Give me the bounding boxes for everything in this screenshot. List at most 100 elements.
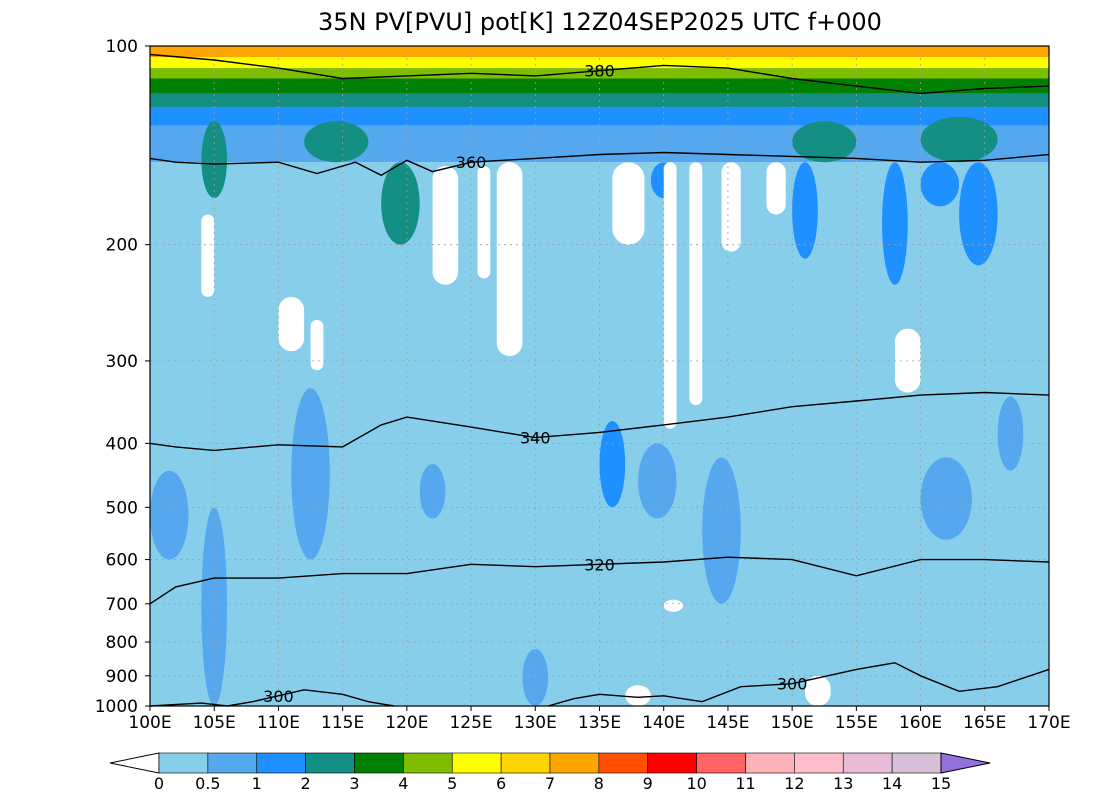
pv-below-zero-patch (721, 162, 741, 252)
pv-shaded-patch (419, 464, 446, 519)
colorbar-tick-label: 8 (594, 774, 604, 793)
y-tick-label: 500 (106, 498, 138, 518)
pv-shaded-patch (792, 162, 818, 259)
pv-fill-band (150, 107, 1049, 126)
x-tick-label: 145E (706, 713, 749, 733)
pv-below-zero-patch (496, 162, 523, 357)
pv-below-zero-patch (432, 166, 459, 285)
isentrope-label: 360 (456, 153, 487, 172)
pv-shaded-patch (150, 470, 189, 560)
colorbar-tick-label: 9 (643, 774, 653, 793)
pv-shaded-patch (702, 457, 741, 604)
pv-shaded-patch (201, 121, 228, 199)
colorbar-segment (598, 752, 649, 774)
pv-below-zero-patch (612, 162, 645, 245)
colorbar-segment (549, 752, 600, 774)
colorbar-segment (500, 752, 551, 774)
isentrope-line (149, 391, 1050, 452)
y-tick-label: 1000 (95, 697, 138, 717)
pv-below-zero-patch (766, 162, 786, 215)
pv-below-zero-patch (689, 162, 703, 406)
colorbar-segment (842, 752, 893, 774)
colorbar-segment (403, 752, 453, 774)
isentrope-line (149, 689, 395, 707)
colorbar-tick-label: 12 (784, 774, 804, 793)
x-tick-label: 155E (835, 713, 878, 733)
y-tick-label: 200 (106, 236, 138, 256)
colorbar-segment (451, 752, 502, 774)
y-tick-label: 600 (106, 551, 138, 571)
isentrope-label: 320 (584, 555, 615, 574)
y-tick-label: 900 (106, 667, 138, 687)
pv-shaded-patch (381, 162, 420, 245)
colorbar-tick-label: 1 (252, 774, 262, 793)
y-axis: 100 200 300 400 500 600 700 800 900 1000 (95, 37, 150, 717)
isentrope-line (149, 556, 1050, 605)
pv-shaded-patch (920, 457, 972, 540)
y-tick-label: 700 (106, 595, 138, 615)
pv-fill-band (150, 162, 1049, 706)
pv-below-zero-patch (625, 685, 651, 706)
pv-shaded-patch (920, 116, 998, 163)
pv-shaded-patch (792, 121, 857, 163)
colorbar-over-arrow (940, 752, 991, 774)
x-tick-label: 110E (257, 713, 300, 733)
colorbar-tick-label: 6 (496, 774, 506, 793)
x-tick-label: 100E (128, 713, 171, 733)
colorbar-segment (794, 752, 844, 774)
colorbar-segment (696, 752, 746, 774)
isentrope-line (149, 53, 1050, 95)
x-tick-label: 160E (899, 713, 942, 733)
colorbar-tick-label: 0.5 (195, 774, 220, 793)
pv-below-zero-patch (663, 162, 677, 429)
colorbar-segment (745, 752, 795, 774)
x-tick-label: 120E (385, 713, 428, 733)
pv-below-zero-patch (477, 166, 491, 279)
colorbar-tick-label: 5 (447, 774, 457, 793)
colorbar-tick-label: 15 (931, 774, 951, 793)
x-tick-label: 115E (321, 713, 364, 733)
isentrope-layer: 380 360 340 320 300 300 (149, 53, 1050, 707)
colorbar-tick-label: 3 (349, 774, 359, 793)
colorbar-segment (305, 752, 355, 774)
isentrope-label: 340 (520, 429, 551, 448)
colorbar-tick-label: 11 (735, 774, 755, 793)
x-tick-label: 170E (1027, 713, 1070, 733)
pv-shaded-patch (291, 388, 330, 560)
colorbar-segment (647, 752, 697, 774)
pv-shaded-patch (638, 443, 677, 519)
colorbar-segment (158, 752, 209, 774)
colorbar-segment (891, 752, 942, 774)
pv-below-zero-patch (278, 296, 305, 352)
x-tick-label: 135E (578, 713, 621, 733)
colorbar-tick-label: 2 (301, 774, 311, 793)
colorbar-under-arrow (109, 752, 160, 774)
y-tick-label: 400 (106, 434, 138, 454)
colorbar-segment (354, 752, 404, 774)
colorbar-tick-label: 13 (833, 774, 853, 793)
x-tick-label: 130E (514, 713, 557, 733)
x-tick-label: 165E (963, 713, 1006, 733)
colorbar-tick-label: 14 (882, 774, 902, 793)
colorbar-tick-label: 0 (154, 774, 164, 793)
pv-fill-band (150, 78, 1049, 94)
pv-shaded-patch (920, 162, 960, 207)
isentrope-line (547, 662, 1050, 707)
x-tick-label: 140E (642, 713, 685, 733)
pv-shaded-patch (201, 507, 228, 706)
chart-title: 35N PV[PVU] pot[K] 12Z04SEP2025 UTC f+00… (318, 8, 882, 36)
colorbar-tick-label: 7 (545, 774, 555, 793)
colorbar-segment (207, 752, 258, 774)
pv-below-zero-patch (663, 599, 683, 612)
pv-below-zero-patch (310, 319, 324, 371)
y-tick-label: 100 (106, 37, 138, 57)
isentrope-label: 300 (777, 675, 808, 694)
contour-fill-layer (150, 46, 1049, 706)
colorbar: 0 0.5 1 2 3 4 5 6 7 8 9 10 11 12 13 14 15 (109, 752, 991, 793)
isentrope-label: 300 (263, 687, 294, 706)
x-tick-label: 105E (193, 713, 236, 733)
isentrope-line (149, 151, 1050, 177)
y-tick-label: 800 (106, 633, 138, 653)
colorbar-tick-label: 10 (686, 774, 706, 793)
